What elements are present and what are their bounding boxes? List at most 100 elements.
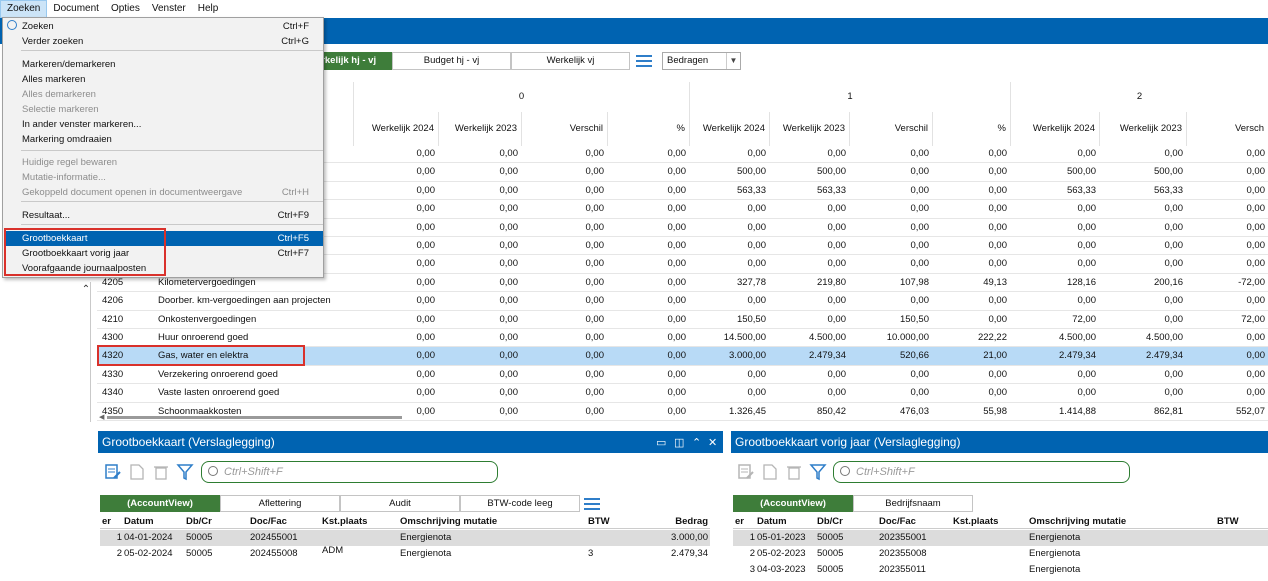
filter-icon[interactable]: [809, 463, 827, 481]
menu-item[interactable]: Selectie markeren: [5, 102, 323, 117]
column-header[interactable]: Werkelijk 2024: [1010, 112, 1099, 146]
table-row[interactable]: 4300 Huur onroerend goed 0,00 0,00 0,00 0,00 1…: [97, 329, 1268, 348]
column-header[interactable]: Werkelijk 2023: [1099, 112, 1186, 146]
menu-item[interactable]: Grootboekkaart vorig jaar Ctrl+F7: [5, 246, 323, 261]
column-header[interactable]: %: [607, 112, 689, 146]
table-row[interactable]: 0,00 0,00 0,00 0,00 500,00 500,00 0,00 0,00 500,…: [97, 163, 1268, 182]
table-row[interactable]: 0,00 0,00 0,00 0,00 0,00 0,00 0,00 0,00 0,00 0,00…: [97, 200, 1268, 219]
split-view-icon[interactable]: ◫: [674, 437, 685, 449]
column-header[interactable]: Versch: [1186, 112, 1268, 146]
menu-document[interactable]: Document: [53, 3, 99, 14]
table-row[interactable]: 4340 Vaste lasten onroerend goed 0,00 0,00 0…: [97, 384, 1268, 403]
column-header[interactable]: BTW: [1217, 516, 1239, 527]
table-row[interactable]: 4350 Schoonmaakkosten 0,00 0,00 0,00 0,00 1.32…: [97, 403, 1268, 421]
menu-item[interactable]: Markering omdraaien: [5, 132, 323, 147]
value-cell: 0,00: [910, 184, 930, 196]
menu-item[interactable]: Zoeken Ctrl+F: [5, 19, 323, 34]
search-input[interactable]: Ctrl+Shift+F: [833, 461, 1130, 483]
menu-venster[interactable]: Venster: [151, 3, 186, 14]
table-row[interactable]: 1 05-01-2023 50005 202355001 Energienota: [733, 530, 1268, 546]
tab-btw-code-leeg[interactable]: BTW-code leeg: [460, 495, 580, 512]
new-document-icon[interactable]: [761, 463, 779, 481]
tab-audit[interactable]: Audit: [340, 495, 460, 512]
column-header[interactable]: Db/Cr: [817, 516, 843, 527]
value-cell: 0,00: [499, 350, 519, 362]
table-row[interactable]: 3 04-03-2023 50005 202355011 Energienota: [733, 562, 1268, 578]
panel-layout-icon[interactable]: ▭: [656, 437, 667, 449]
table-row[interactable]: 4205 Kilometervergoedingen 0,00 0,00 0,00 0,0…: [97, 274, 1268, 293]
menu-item[interactable]: Huidige regel bewaren: [5, 155, 323, 170]
column-header[interactable]: er: [735, 516, 744, 527]
menu-item[interactable]: Markeren/demarkeren: [5, 57, 323, 72]
menu-zoeken[interactable]: Zoeken: [0, 0, 48, 18]
column-header[interactable]: Db/Cr: [186, 516, 212, 527]
tab-accountview[interactable]: (AccountView): [733, 495, 853, 512]
column-header[interactable]: Datum: [124, 516, 154, 527]
menu-item[interactable]: Resultaat... Ctrl+F9: [5, 208, 323, 223]
menu-item[interactable]: Alles markeren: [5, 72, 323, 87]
tab-werkelijk-vj[interactable]: Werkelijk vj: [511, 52, 630, 70]
column-header[interactable]: Doc/Fac: [250, 516, 287, 527]
tabs-menu-icon[interactable]: [636, 55, 652, 67]
scroll-left-icon[interactable]: ◀: [99, 414, 105, 421]
table-row[interactable]: 0,00 0,00 0,00 0,00 563,33 563,33 0,00 0,00 563,…: [97, 182, 1268, 201]
edit-list-icon[interactable]: [737, 463, 755, 481]
new-document-icon[interactable]: [128, 463, 146, 481]
horizontal-scrollbar[interactable]: ◀: [97, 413, 407, 421]
column-header[interactable]: %: [932, 112, 1010, 146]
table-row[interactable]: 1 04-01-2024 50005 202455001 Energienota 3.00…: [100, 530, 710, 546]
menu-item[interactable]: Alles demarkeren: [5, 87, 323, 102]
tab-accountview[interactable]: (AccountView): [100, 495, 220, 512]
column-header[interactable]: Verschil: [849, 112, 932, 146]
filter-icon[interactable]: [176, 463, 194, 481]
column-header[interactable]: Verschil: [521, 112, 607, 146]
table-row[interactable]: 0,00 0,00 0,00 0,00 0,00 0,00 0,00 0,00 0,00 0,00…: [97, 255, 1268, 274]
menu-item[interactable]: Mutatie-informatie...: [5, 170, 323, 185]
menu-item[interactable]: Verder zoeken Ctrl+G: [5, 34, 323, 49]
tab-bedrijfsnaam[interactable]: Bedrijfsnaam: [853, 495, 973, 512]
table-row[interactable]: 4206 Doorber. km-vergoedingen aan project…: [97, 292, 1268, 311]
column-header[interactable]: Werkelijk 2024: [353, 112, 438, 146]
panel-title-text: Grootboekkaart vorig jaar (Verslagleggin…: [735, 435, 961, 449]
table-row[interactable]: 0,00 0,00 0,00 0,00 0,00 0,00 0,00 0,00 0,00 0,00…: [97, 219, 1268, 237]
column-header[interactable]: Datum: [757, 516, 787, 527]
search-input[interactable]: Ctrl+Shift+F: [201, 461, 498, 483]
menu-item[interactable]: In ander venster markeren...: [5, 117, 323, 132]
tab-budget-hj-vj[interactable]: Budget hj - vj: [392, 52, 511, 70]
amount-type-select[interactable]: Bedragen ▼: [662, 52, 741, 70]
table-row[interactable]: 4330 Verzekering onroerend goed 0,00 0,00 0,…: [97, 366, 1268, 385]
table-row[interactable]: 4320 Gas, water en elektra 0,00 0,00 0,00 0,0…: [97, 347, 1268, 366]
column-header[interactable]: Bedrag: [675, 516, 708, 527]
menu-help[interactable]: Help: [197, 3, 219, 14]
column-header[interactable]: er: [102, 516, 111, 527]
column-header[interactable]: Kst.plaats: [953, 516, 999, 527]
table-row[interactable]: 2 05-02-2023 50005 202355008 Energienota: [733, 546, 1268, 562]
collapse-panel-icon[interactable]: ⌃: [692, 437, 702, 449]
delete-icon[interactable]: [152, 463, 170, 481]
delete-icon[interactable]: [785, 463, 803, 481]
close-icon[interactable]: ✕: [708, 437, 718, 449]
column-header[interactable]: Werkelijk 2023: [438, 112, 521, 146]
chevron-down-icon[interactable]: ▼: [726, 53, 740, 69]
column-header[interactable]: Werkelijk 2023: [769, 112, 849, 146]
tab-aflettering[interactable]: Aflettering: [220, 495, 340, 512]
table-row[interactable]: 4210 Onkostenvergoedingen 0,00 0,00 0,00 0,00…: [97, 311, 1268, 329]
column-header[interactable]: BTW: [588, 516, 610, 527]
edit-list-icon[interactable]: [104, 463, 122, 481]
table-row[interactable]: 2 05-02-2024 50005 202455008 ADM Energienota 3…: [100, 545, 710, 562]
table-cell: 2.479,34: [671, 548, 708, 559]
column-header[interactable]: Doc/Fac: [879, 516, 916, 527]
column-header[interactable]: Omschrijving mutatie: [1029, 516, 1127, 527]
menu-item[interactable]: Gekoppeld document openen in documentwee…: [5, 185, 323, 200]
table-row[interactable]: 0,00 0,00 0,00 0,00 0,00 0,00 0,00 0,00 0,00 0,00…: [97, 145, 1268, 164]
collapse-up-icon[interactable]: ⌃: [81, 284, 91, 295]
scrollbar-thumb[interactable]: [107, 416, 402, 419]
table-row[interactable]: 0,00 0,00 0,00 0,00 0,00 0,00 0,00 0,00 0,00 0,00…: [97, 237, 1268, 256]
column-header[interactable]: Kst.plaats: [322, 516, 368, 527]
column-header[interactable]: Omschrijving mutatie: [400, 516, 498, 527]
value-cell: 4.500,00: [809, 332, 846, 343]
menu-opties[interactable]: Opties: [110, 3, 140, 14]
menu-item[interactable]: Voorafgaande journaalposten: [5, 261, 323, 276]
panel-tabs-menu-icon[interactable]: [584, 498, 600, 510]
column-header[interactable]: Werkelijk 2024: [689, 112, 769, 146]
